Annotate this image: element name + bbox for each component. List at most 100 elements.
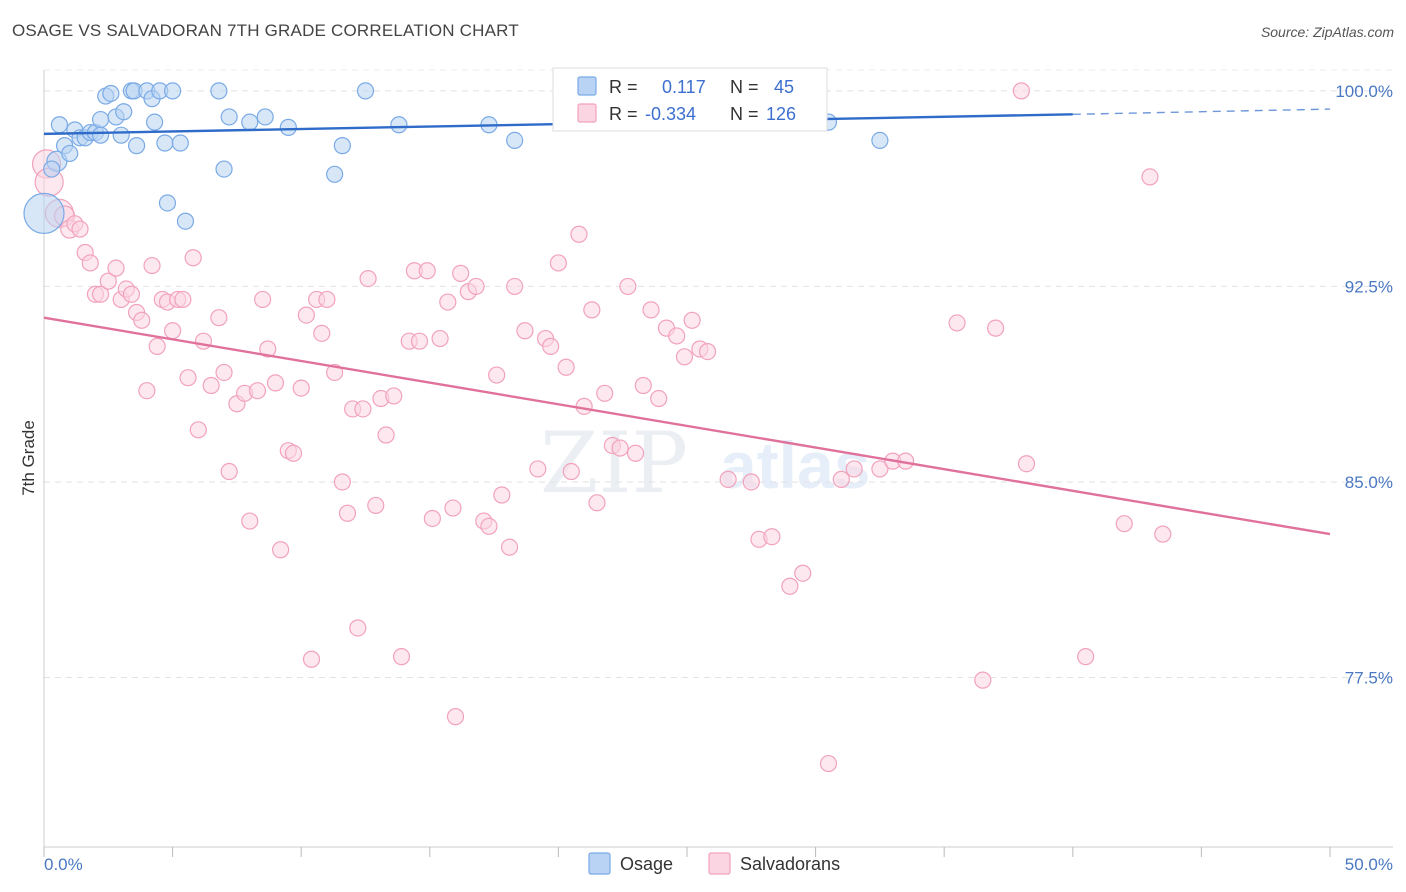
data-point-salvadorans <box>354 400 372 418</box>
data-point-salvadorans <box>596 384 614 402</box>
data-point-osage <box>390 116 408 134</box>
data-point-salvadorans <box>549 254 568 272</box>
y-tick-label: 92.5% <box>1345 277 1393 296</box>
legend-top: R = 0.117 N = 45 R = -0.334 N = 126 <box>552 67 828 132</box>
data-point-salvadorans <box>133 311 151 329</box>
data-point-salvadorans <box>349 619 367 637</box>
data-point-salvadorans <box>194 332 213 350</box>
data-point-osage <box>158 194 177 212</box>
data-point-salvadorans <box>1154 525 1172 543</box>
trend-line-salvadorans <box>43 316 1331 536</box>
data-point-salvadorans <box>241 512 259 530</box>
data-point-salvadorans <box>179 369 197 387</box>
data-point-salvadorans <box>516 322 534 340</box>
legend-r-label-salvadorans: R = <box>609 104 638 124</box>
data-point-salvadorans <box>675 348 694 366</box>
data-point-salvadorans <box>284 444 303 462</box>
data-point-salvadorans <box>781 577 799 595</box>
data-point-salvadorans <box>215 363 233 382</box>
data-point-salvadorans <box>742 473 760 491</box>
data-point-osage <box>102 84 120 103</box>
data-point-salvadorans <box>642 301 660 319</box>
data-point-salvadorans <box>763 528 781 546</box>
data-point-osage <box>241 113 259 131</box>
data-point-salvadorans <box>626 444 645 462</box>
data-point-salvadorans <box>272 541 290 559</box>
data-point-salvadorans <box>987 319 1005 337</box>
bottom-legend-label-salvadorans: Salvadorans <box>740 854 840 874</box>
data-point-salvadorans <box>184 249 202 267</box>
legend-n-value-salvadorans: 126 <box>766 104 796 124</box>
data-point-salvadorans <box>91 285 110 303</box>
legend-n-label-osage: N = <box>730 77 759 97</box>
y-tick-label: 85.0% <box>1345 473 1393 492</box>
data-point-salvadorans <box>189 421 207 439</box>
data-point-salvadorans <box>81 254 99 272</box>
data-point-salvadorans <box>871 460 889 478</box>
y-tick-label: 100.0% <box>1335 82 1393 101</box>
data-point-salvadorans <box>634 376 652 395</box>
data-point-salvadorans <box>266 374 285 392</box>
data-point-osage <box>115 103 133 121</box>
x-tick-label: 50.0% <box>1345 855 1393 874</box>
data-point-salvadorans <box>423 509 441 528</box>
data-point-salvadorans <box>297 306 315 324</box>
data-point-salvadorans <box>575 397 593 415</box>
data-point-osage <box>356 82 375 100</box>
data-point-salvadorans <box>174 290 192 309</box>
chart-title: OSAGE VS SALVADORAN 7TH GRADE CORRELATIO… <box>12 21 519 40</box>
data-point-salvadorans <box>1115 515 1133 533</box>
bottom-legend-swatch-osage <box>588 852 611 875</box>
data-point-osage <box>127 137 146 155</box>
data-point-salvadorans <box>588 494 606 512</box>
source-credit: Source: ZipAtlas.com <box>1260 24 1394 40</box>
data-point-salvadorans <box>292 379 310 397</box>
data-point-osage <box>506 131 524 149</box>
data-point-osage <box>145 113 164 131</box>
data-point-salvadorans <box>506 277 524 296</box>
data-point-salvadorans <box>452 264 470 282</box>
legend-r-value-salvadorans: -0.334 <box>645 104 696 124</box>
data-point-salvadorans <box>338 504 357 522</box>
data-point-salvadorans <box>819 754 838 773</box>
legend-n-label-salvadorans: N = <box>730 104 759 124</box>
data-point-salvadorans <box>259 340 277 358</box>
data-point-osage <box>91 110 110 129</box>
data-point-osage <box>256 108 274 126</box>
legend-n-value-osage: 45 <box>774 77 794 97</box>
legend-r-label-osage: R = <box>609 77 638 97</box>
data-point-salvadorans <box>488 366 506 384</box>
data-point-osage <box>333 137 351 155</box>
data-point-salvadorans <box>557 358 575 376</box>
legend-swatch-osage <box>577 76 597 96</box>
data-point-salvadorans <box>418 262 436 280</box>
x-tick-labels: 0.0% 50.0% <box>44 855 1393 874</box>
data-point-salvadorans <box>500 538 519 556</box>
y-tick-labels: 100.0% 92.5% 85.0% 77.5% <box>1335 82 1393 688</box>
data-point-osage <box>220 108 238 126</box>
data-point-salvadorans <box>444 499 462 517</box>
data-point-salvadorans <box>974 671 992 689</box>
gridlines <box>44 69 1393 679</box>
watermark-zip: ZIP <box>540 414 688 512</box>
data-point-salvadorans <box>1017 455 1036 473</box>
data-point-salvadorans <box>248 382 267 400</box>
data-point-salvadorans <box>542 337 560 355</box>
x-ticks <box>43 847 1331 857</box>
data-point-salvadorans <box>583 301 601 319</box>
data-point-salvadorans <box>143 256 161 275</box>
data-point-salvadorans <box>202 376 220 395</box>
data-point-osage <box>43 160 61 178</box>
data-point-osage <box>171 134 189 152</box>
data-point-salvadorans <box>529 460 547 478</box>
data-point-salvadorans <box>385 387 403 405</box>
axes <box>43 70 1393 848</box>
data-point-salvadorans <box>410 332 429 350</box>
data-point-osage <box>156 134 174 152</box>
data-point-salvadorans <box>467 277 485 296</box>
data-point-salvadorans <box>480 517 498 535</box>
x-tick-label: 0.0% <box>44 855 83 874</box>
bottom-legend-label-osage: Osage <box>620 854 673 874</box>
data-point-osage <box>279 118 297 136</box>
